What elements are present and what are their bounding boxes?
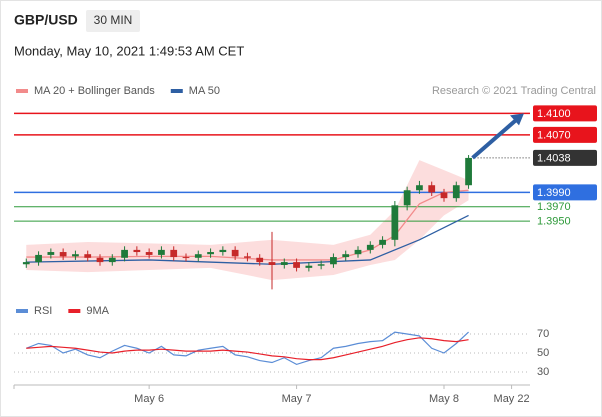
x-tick-label: May 7 (282, 393, 312, 405)
candle-body (22, 262, 30, 265)
y-tick-label: 30 (537, 366, 549, 378)
candle-body (121, 249, 128, 258)
projection-arrow (471, 116, 520, 160)
level-label-box (533, 105, 597, 122)
candle-body (403, 190, 411, 206)
candle-body (280, 262, 288, 265)
candle-body (391, 205, 399, 240)
legend-swatch (16, 309, 28, 313)
candle-body (145, 252, 153, 255)
x-tick-label: May 6 (134, 393, 164, 405)
rsi-line (26, 331, 469, 366)
timeframe: 30 MIN (94, 13, 133, 27)
level-label-box (533, 184, 597, 201)
level-label-box (533, 149, 597, 166)
candle-body (207, 252, 214, 255)
symbol: GBP/USD (14, 12, 78, 28)
candle-body (268, 262, 276, 265)
level-label: 1.4100 (537, 108, 571, 120)
candle-body (465, 157, 472, 186)
x-tick-label: May 8 (429, 393, 459, 405)
candle-body (59, 252, 67, 257)
legend-swatch (68, 309, 81, 313)
level-label-box (533, 126, 597, 143)
candle-body (182, 257, 190, 259)
legend-label: 9MA (86, 305, 109, 317)
rsi-line (26, 337, 469, 361)
credit: Research © 2021 Trading Central (432, 85, 596, 97)
candle-body (342, 254, 350, 258)
x-tick-label: May 22 (494, 393, 530, 405)
candle-body (428, 185, 436, 193)
candle-body (219, 249, 227, 253)
candle-body (366, 244, 374, 250)
projection-arrow-head (510, 113, 524, 126)
candle-body (108, 257, 116, 263)
candle-body (440, 192, 448, 199)
y-tick-label: 50 (537, 347, 549, 359)
level-label: 1.3970 (537, 201, 571, 213)
candle-body (84, 254, 92, 258)
candle-body (72, 254, 79, 257)
legend-label: RSI (34, 305, 52, 317)
legend-swatch (170, 89, 183, 93)
level-label: 1.4070 (537, 129, 571, 141)
datetime: Monday, May 10, 2021 1:49:53 AM CET (14, 43, 244, 58)
timeframe-box (86, 10, 140, 32)
candle-body (231, 249, 239, 257)
legend-label: MA 20 + Bollinger Bands (34, 85, 155, 97)
level-label: 1.4038 (537, 152, 571, 164)
candle-body (354, 249, 362, 255)
candle-body (416, 185, 423, 191)
candle-body (35, 254, 42, 263)
candle-body (133, 249, 141, 253)
level-label: 1.3950 (537, 216, 571, 228)
candle-body (158, 249, 165, 255)
candle-body (452, 185, 460, 199)
candle-body (244, 256, 251, 258)
candle-body (330, 257, 337, 265)
legend-label: MA 50 (189, 85, 220, 97)
candle-body (170, 249, 178, 258)
candle-body (379, 239, 386, 245)
y-tick-label: 70 (537, 328, 549, 340)
candle-body (293, 262, 300, 268)
candle-body (96, 257, 104, 263)
candle-body (317, 264, 325, 266)
candle-body (256, 257, 264, 263)
candle-body (194, 254, 202, 258)
level-label: 1.3990 (537, 187, 571, 199)
candle-body (47, 252, 55, 255)
legend-swatch (16, 89, 28, 93)
candle-body (305, 265, 313, 268)
